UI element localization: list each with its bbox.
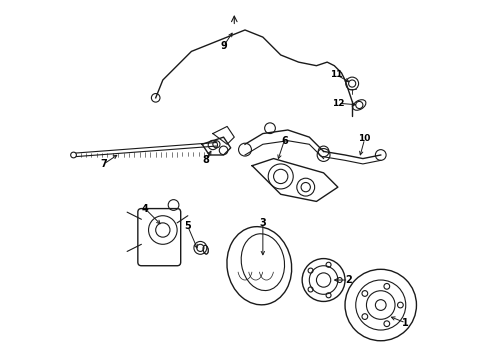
Text: 10: 10 xyxy=(359,134,371,143)
Circle shape xyxy=(71,152,76,158)
Text: 4: 4 xyxy=(142,203,148,213)
Text: 9: 9 xyxy=(220,41,227,51)
Text: 7: 7 xyxy=(100,159,107,169)
Text: 11: 11 xyxy=(330,70,343,79)
Text: 2: 2 xyxy=(345,275,352,285)
Polygon shape xyxy=(202,137,231,155)
Text: 3: 3 xyxy=(260,218,266,228)
Text: 6: 6 xyxy=(281,136,288,146)
Text: 12: 12 xyxy=(332,99,344,108)
Text: 5: 5 xyxy=(184,221,191,231)
Polygon shape xyxy=(252,158,338,202)
Text: 1: 1 xyxy=(402,318,409,328)
Text: 8: 8 xyxy=(202,156,209,165)
